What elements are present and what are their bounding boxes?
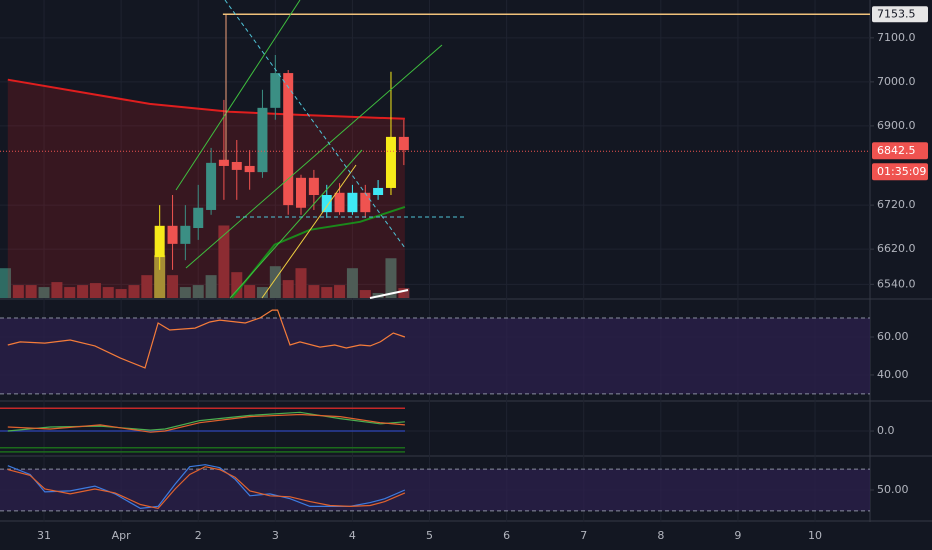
volume-bar xyxy=(25,285,37,298)
trend-line xyxy=(185,44,443,269)
volume-bar xyxy=(89,283,101,298)
x-tick-label: 10 xyxy=(808,529,822,542)
volume-bar xyxy=(334,285,346,298)
volume-bar xyxy=(346,268,358,298)
price-label-box xyxy=(872,6,928,23)
volume-bar xyxy=(256,287,268,298)
trend-line xyxy=(175,0,301,191)
volume-bar xyxy=(269,266,281,298)
volume-bar xyxy=(77,285,89,298)
candle-body xyxy=(193,207,204,229)
volume-bar xyxy=(385,258,397,298)
y-tick-label: 40.00 xyxy=(877,368,909,381)
volume-bar xyxy=(12,285,24,298)
volume-bar xyxy=(179,287,191,298)
y-tick-label: 7000.0 xyxy=(877,75,916,88)
x-tick-label: Apr xyxy=(112,529,132,542)
y-tick-label: 60.00 xyxy=(877,330,909,343)
x-tick-label: 31 xyxy=(37,529,51,542)
trend-line xyxy=(261,164,357,299)
volume-bar xyxy=(141,275,153,298)
candle-body xyxy=(244,165,255,173)
volume-bar xyxy=(38,287,50,298)
price-axis: 31 Apr 2 3 4 5 6 7 8 9 10 7100.0 7000.0 6900.0 6720.0 6… xyxy=(37,6,928,542)
candle-body xyxy=(206,162,217,210)
volume-bar xyxy=(218,225,230,298)
y-tick-label: 0.0 xyxy=(877,424,895,437)
volume-bar xyxy=(231,272,243,298)
volume-bar xyxy=(282,280,294,298)
volume-bar xyxy=(0,268,11,298)
indicator-line xyxy=(7,309,406,369)
volume-bar xyxy=(192,285,204,298)
candle-body xyxy=(398,136,409,151)
price-label: 7153.5 xyxy=(877,7,916,20)
candle-body xyxy=(270,73,281,108)
volume-bar xyxy=(115,289,127,298)
trend-line xyxy=(224,0,406,249)
trend-line xyxy=(229,149,363,299)
candle-body xyxy=(360,192,371,213)
x-tick-label: 3 xyxy=(272,529,279,542)
x-tick-label: 4 xyxy=(349,529,356,542)
candle-body xyxy=(373,187,384,195)
band-fill xyxy=(0,469,870,511)
volume-bar xyxy=(205,275,217,298)
volume-bar xyxy=(154,255,166,298)
last-price-label: 6842.5 xyxy=(877,144,916,157)
trend-line xyxy=(369,289,409,299)
candle-body xyxy=(334,192,345,213)
y-tick-label: 50.00 xyxy=(877,483,909,496)
candle-body xyxy=(308,177,319,195)
y-tick-label: 6540.0 xyxy=(877,277,916,290)
volume-bar xyxy=(244,285,256,298)
volume-bar xyxy=(398,288,410,298)
volume-bar xyxy=(321,287,333,298)
candle-body xyxy=(154,225,165,258)
volume-bar xyxy=(308,285,320,298)
volume-bar xyxy=(64,287,76,298)
volume-bar xyxy=(51,282,63,298)
candle-body xyxy=(283,73,294,206)
y-tick-label: 7100.0 xyxy=(877,31,916,44)
y-tick-label: 6620.0 xyxy=(877,242,916,255)
candle-body xyxy=(257,107,268,173)
volume-bar xyxy=(359,290,371,298)
volume-bar xyxy=(102,287,114,298)
band-fill xyxy=(0,318,870,394)
candle-body xyxy=(231,161,242,170)
countdown-label: 01:35:09 xyxy=(877,165,926,178)
x-tick-label: 8 xyxy=(657,529,664,542)
candle-body xyxy=(385,136,396,188)
countdown-box xyxy=(872,163,928,181)
last-price-box xyxy=(872,142,928,160)
indicator-line xyxy=(7,466,406,510)
x-tick-label: 9 xyxy=(734,529,741,542)
y-tick-label: 6720.0 xyxy=(877,198,916,211)
x-tick-label: 6 xyxy=(503,529,510,542)
volume-bar xyxy=(295,268,307,298)
x-tick-label: 5 xyxy=(426,529,433,542)
volume-bar xyxy=(167,275,179,298)
indicator-line xyxy=(7,413,405,433)
candle-body xyxy=(218,159,229,166)
x-tick-label: 2 xyxy=(195,529,202,542)
candle-body xyxy=(347,192,358,213)
volume-bar xyxy=(128,285,140,298)
candle-body xyxy=(321,194,332,213)
candle-body xyxy=(180,225,191,244)
drawings xyxy=(175,0,466,299)
plot xyxy=(0,13,870,512)
candle-body xyxy=(167,225,178,244)
moving-average-line xyxy=(7,78,405,120)
x-tick-label: 7 xyxy=(580,529,587,542)
candle-body xyxy=(295,177,306,208)
y-tick-label: 6900.0 xyxy=(877,119,916,132)
